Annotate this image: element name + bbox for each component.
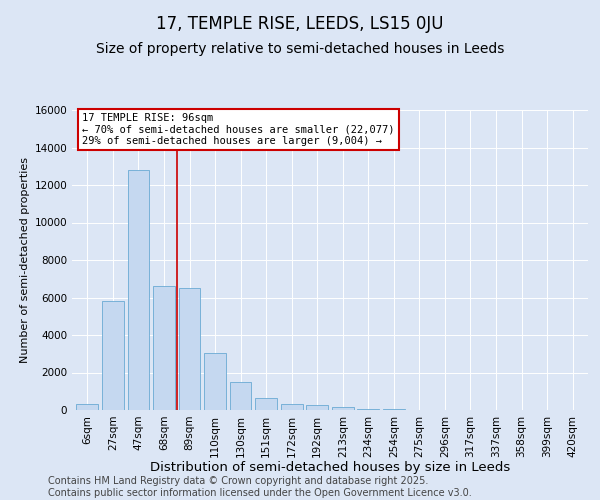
Bar (281, 404, 302, 410)
Bar (128, 170, 149, 410)
Bar (332, 407, 353, 410)
Bar (102, 301, 124, 410)
Y-axis label: Number of semi-detached properties: Number of semi-detached properties (20, 157, 30, 363)
Bar (358, 408, 379, 410)
Text: 17, TEMPLE RISE, LEEDS, LS15 0JU: 17, TEMPLE RISE, LEEDS, LS15 0JU (156, 15, 444, 33)
Bar (153, 286, 175, 410)
Text: Size of property relative to semi-detached houses in Leeds: Size of property relative to semi-detach… (96, 42, 504, 56)
Text: 17 TEMPLE RISE: 96sqm
← 70% of semi-detached houses are smaller (22,077)
29% of : 17 TEMPLE RISE: 96sqm ← 70% of semi-deta… (82, 113, 395, 146)
Bar (179, 288, 200, 410)
Bar (307, 406, 328, 410)
Bar (230, 382, 251, 410)
Bar (204, 353, 226, 410)
Bar (76, 404, 98, 410)
X-axis label: Distribution of semi-detached houses by size in Leeds: Distribution of semi-detached houses by … (150, 461, 510, 474)
Bar (255, 398, 277, 410)
Text: Contains HM Land Registry data © Crown copyright and database right 2025.
Contai: Contains HM Land Registry data © Crown c… (48, 476, 472, 498)
